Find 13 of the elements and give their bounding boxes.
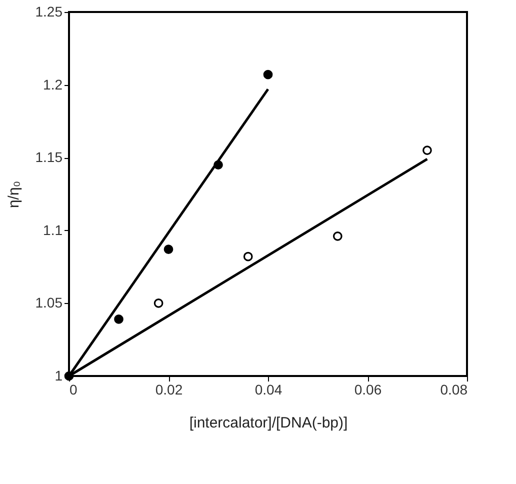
y-tick-label: 1.2: [43, 76, 63, 92]
x-tick-label: 0: [70, 382, 78, 398]
x-tick-label: 0.08: [440, 382, 468, 398]
y-tick-label: 1.05: [35, 294, 63, 311]
x-tick-label: 0.04: [254, 382, 282, 398]
x-tick-label: 0.02: [155, 382, 183, 398]
y-axis-title: η/η₀: [5, 180, 22, 208]
y-tick-label: 1.15: [35, 149, 63, 166]
y-tick-label: 1: [54, 368, 63, 384]
y-tick-label: 1.25: [35, 4, 63, 20]
y-tick-label: 1.1: [43, 222, 63, 238]
x-axis-title: [intercalator]/[DNA(-bp)]: [189, 414, 348, 432]
x-tick-label: 0.06: [354, 382, 382, 398]
